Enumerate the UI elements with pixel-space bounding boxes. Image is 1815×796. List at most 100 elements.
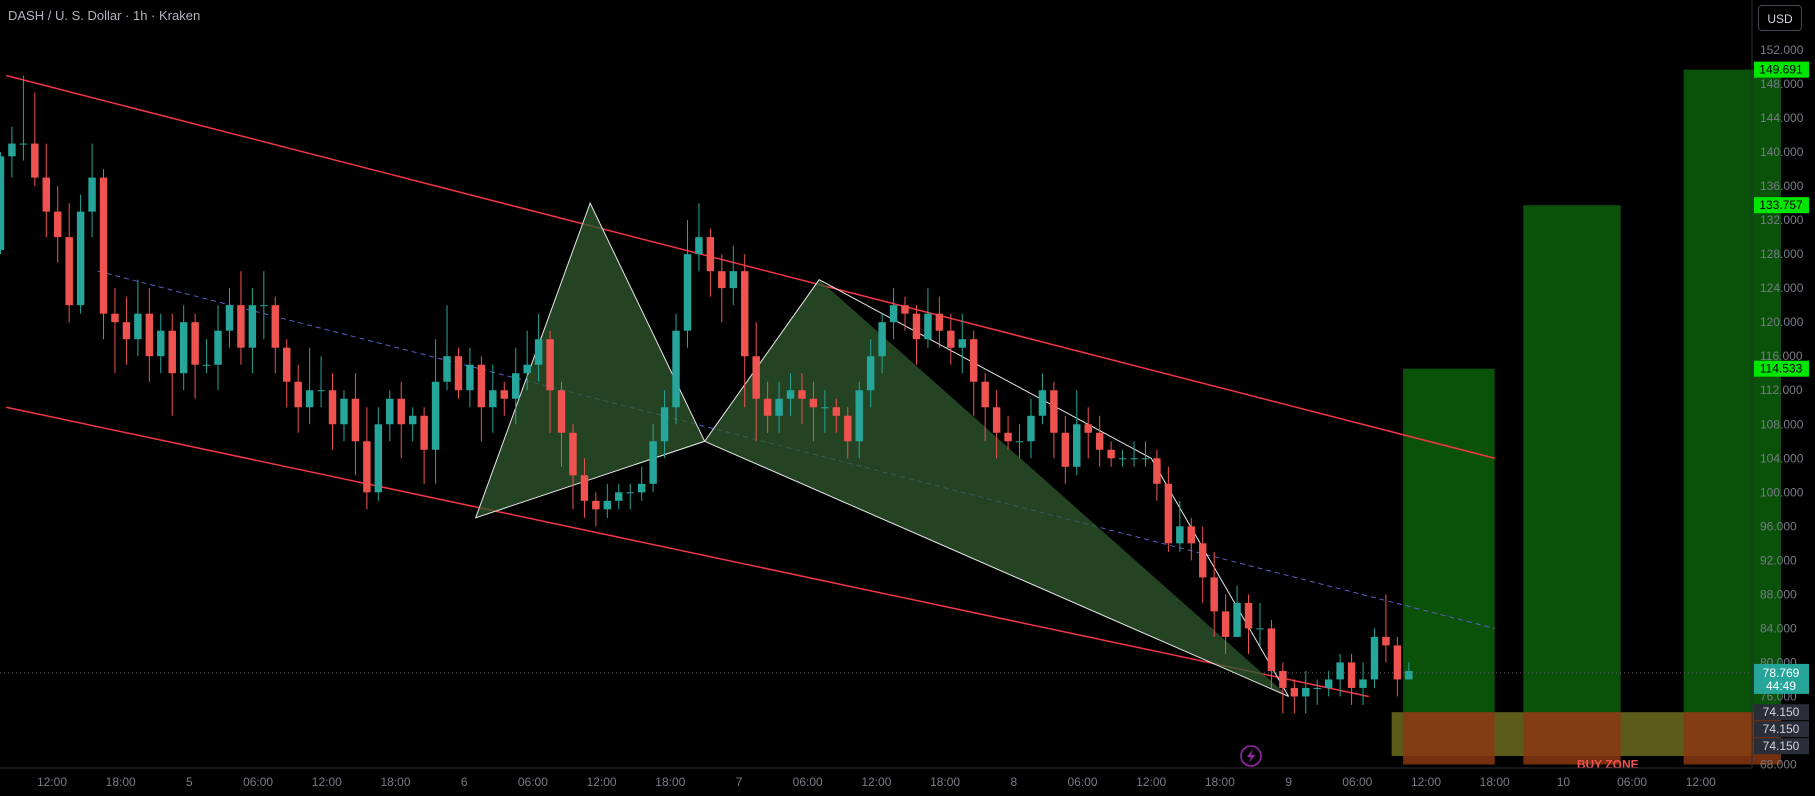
price-tick-label: 84.000 (1760, 621, 1797, 635)
price-tick-label: 68.000 (1760, 758, 1797, 772)
candle-body (1004, 432, 1012, 442)
candle-body (855, 390, 863, 442)
candle-body (1141, 458, 1150, 460)
candle-body (328, 390, 337, 425)
time-tick-label: 18:00 (106, 775, 136, 789)
time-tick-label: 5 (186, 775, 193, 789)
time-tick-label: 12:00 (1136, 775, 1166, 789)
price-tick-label: 104.000 (1760, 451, 1804, 465)
candle-body (798, 390, 806, 399)
candle-body (88, 177, 96, 212)
candle-body (832, 407, 841, 416)
price-tick-label: 128.000 (1760, 247, 1804, 261)
time-tick-label: 06:00 (1617, 775, 1647, 789)
time-tick-label: 18:00 (380, 775, 410, 789)
candle-body (317, 390, 325, 392)
level-price-tag (1754, 704, 1809, 721)
candle-body (1164, 483, 1173, 544)
target-zone (1683, 69, 1781, 713)
time-tick-label: 06:00 (518, 775, 548, 789)
time-tick-label: 7 (736, 775, 743, 789)
time-tick-label: 18:00 (655, 775, 685, 789)
candle-body (1267, 628, 1276, 671)
time-tick-label: 06:00 (793, 775, 823, 789)
candle-body (1302, 687, 1310, 697)
price-tick-label: 136.000 (1760, 179, 1804, 193)
time-axis[interactable]: 12:00 18:00 5 06:00 12:00 18:00 6 06:00 12:00 18:… (0, 767, 1752, 789)
candle-body (866, 356, 875, 391)
trend-lines (0, 74, 1752, 698)
candle-body (546, 339, 554, 391)
time-tick-label: 12:00 (312, 775, 342, 789)
current-price-tag (1754, 663, 1809, 694)
candle-body (1015, 441, 1024, 443)
candle-body (76, 211, 85, 306)
candle-body (1279, 670, 1287, 688)
price-tick-label: 92.000 (1760, 553, 1797, 567)
target-stop-zone (1523, 712, 1621, 765)
candle-body (1130, 458, 1138, 460)
target-price-tag (1754, 360, 1809, 377)
price-tick-label: 112.000 (1760, 383, 1803, 397)
symbol-title: DASH / U. S. Dollar · 1h · Kraken (8, 8, 201, 23)
candle-body (305, 390, 314, 408)
candle-body (970, 339, 978, 382)
currency-button[interactable]: USD (1758, 5, 1802, 31)
candle-body (1084, 424, 1092, 433)
candle-body (248, 305, 257, 348)
candle-body (1038, 390, 1047, 416)
candle-body (397, 398, 405, 425)
candle-body (615, 492, 623, 501)
time-tick-label: 6 (461, 775, 468, 789)
candle-body (1210, 577, 1218, 612)
candle-body (99, 177, 108, 314)
candle-body (534, 339, 543, 365)
candle-body (603, 500, 612, 510)
candle-body (935, 313, 944, 331)
candles (0, 75, 1413, 714)
candle-body (1382, 636, 1390, 646)
channel-upper-line (6, 74, 1495, 460)
candle-body (237, 305, 245, 348)
candle-body (1027, 415, 1035, 442)
level-price-tag-text: 74.150 (1763, 705, 1800, 719)
pattern-right-fill (704, 279, 1289, 697)
candle-body (122, 322, 131, 340)
candle-body (1324, 679, 1333, 688)
candle-body (763, 398, 772, 416)
candle-body (1095, 432, 1104, 450)
time-tick-label: 12:00 (37, 775, 67, 789)
candle-body (1347, 662, 1356, 688)
candle-body (958, 339, 966, 348)
target-stop-zone (1403, 712, 1495, 765)
candle-body (947, 330, 955, 348)
price-tick-label: 140.000 (1760, 145, 1804, 159)
target-price-tag (1754, 197, 1809, 214)
candle-body (1153, 458, 1161, 484)
pattern-right-lower (704, 440, 1289, 697)
candle-body (0, 156, 5, 250)
candle-body (1370, 636, 1379, 680)
candle-body (775, 398, 783, 416)
candle-body (1176, 526, 1184, 544)
candle-body (134, 313, 142, 340)
candle-body (1336, 662, 1344, 680)
price-tick-label: 100.000 (1760, 485, 1804, 499)
candle-body (1233, 602, 1241, 637)
candle-body (431, 381, 440, 450)
price-axis[interactable]: 152.000 148.000 144.000 140.000 136.000 132.0… (1751, 0, 1804, 772)
candle-body (454, 356, 463, 391)
candle-body (54, 211, 62, 238)
candle-body (1313, 687, 1321, 689)
time-tick-label: 12:00 (1686, 775, 1716, 789)
candle-body (420, 415, 428, 450)
target-price-tag-text: 149.691 (1759, 63, 1803, 77)
time-tick-label: 18:00 (930, 775, 960, 789)
candle-body (901, 305, 909, 314)
candle-body (179, 322, 188, 374)
candle-body (500, 390, 508, 399)
price-tick-label: 108.000 (1760, 417, 1804, 431)
candle-body (168, 330, 176, 374)
